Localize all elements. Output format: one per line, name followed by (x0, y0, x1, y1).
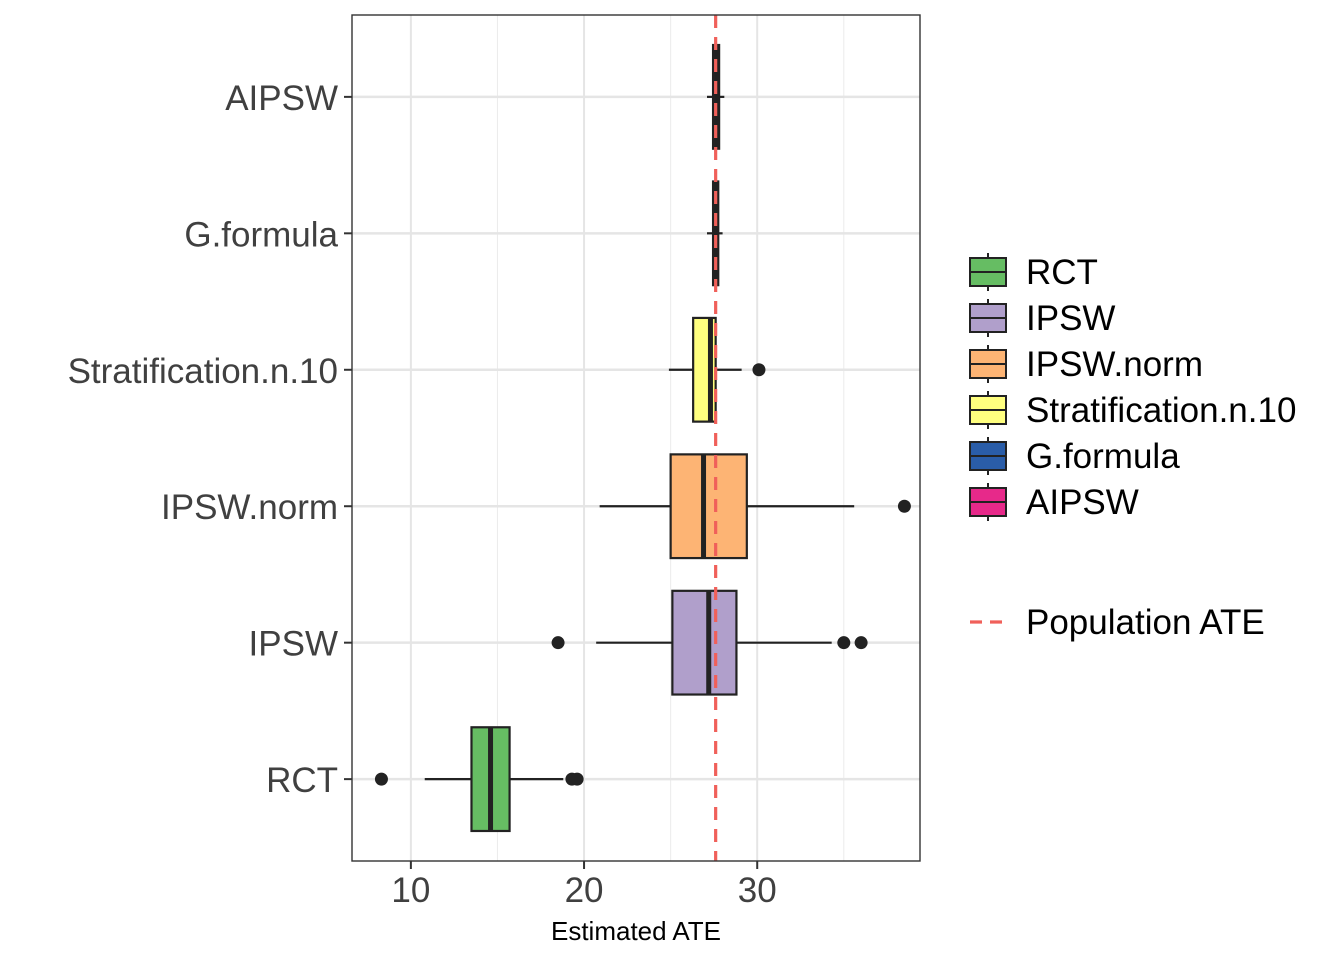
legend-label: Population ATE (1026, 603, 1265, 642)
boxplots (374, 43, 911, 833)
y-tick-label: RCT (266, 761, 338, 800)
legend-label: G.formula (1026, 437, 1180, 476)
legend-item-population-ate: Population ATE (970, 603, 1265, 642)
axes: RCT IPSW IPSW.norm Stratification.n.10 G.for… (68, 79, 777, 910)
box (671, 589, 738, 696)
outlier-point (570, 772, 584, 786)
grid-lines (352, 15, 920, 861)
legend-item-IPSW: IPSW (969, 299, 1115, 338)
legend-item-Stratification.n.10: Stratification.n.10 (969, 391, 1296, 430)
outlier-point (837, 636, 851, 650)
legend-label: AIPSW (1026, 483, 1139, 522)
x-tick-label: 20 (565, 871, 604, 910)
x-tick-label: 30 (738, 871, 777, 910)
legend-label: Stratification.n.10 (1026, 391, 1296, 430)
boxplot-RCT (374, 726, 584, 833)
y-tick-label: IPSW.norm (161, 488, 338, 527)
legend-label: IPSW.norm (1026, 345, 1203, 384)
y-tick-label: Stratification.n.10 (68, 352, 338, 391)
x-axis-title: Estimated ATE (551, 916, 721, 946)
legend-label: IPSW (1026, 299, 1115, 338)
box (669, 453, 748, 560)
legend-item-RCT: RCT (969, 253, 1098, 292)
boxplot-IPSW.norm (599, 453, 911, 560)
plot-panel-border (351, 14, 921, 862)
legend-item-G.formula: G.formula (969, 437, 1180, 476)
legend-label: RCT (1026, 253, 1098, 292)
legend: RCT IPSW IPSW.norm Stratification.n.10 G.for… (969, 253, 1296, 642)
y-tick-label: G.formula (184, 215, 338, 254)
outlier-point (854, 636, 868, 650)
outlier-point (551, 636, 565, 650)
legend-item-AIPSW: AIPSW (969, 483, 1139, 522)
boxplot-Stratification.n.10 (668, 316, 766, 423)
outlier-point (752, 363, 766, 377)
outlier-point (897, 499, 911, 513)
legend-item-IPSW.norm: IPSW.norm (969, 345, 1203, 384)
y-tick-label: AIPSW (225, 79, 338, 118)
boxplot-IPSW (551, 589, 868, 696)
outlier-point (374, 772, 388, 786)
y-tick-label: IPSW (249, 625, 338, 664)
x-tick-label: 10 (391, 871, 430, 910)
